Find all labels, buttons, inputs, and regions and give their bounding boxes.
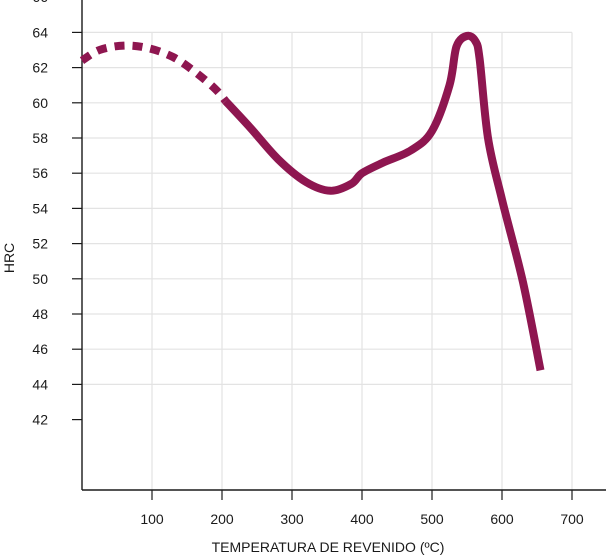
series-layer — [79, 31, 545, 372]
grid — [82, 31, 573, 490]
y-tick-label: 52 — [32, 236, 48, 252]
axes: 42 44 46 48 50 52 54 56 58 60 62 64 66 100 200 300 400 50… — [32, 0, 606, 527]
y-tick-label: 48 — [32, 306, 48, 322]
series-line-dashed — [79, 41, 229, 104]
y-tick-label: 46 — [32, 341, 48, 357]
y-tick-label: 64 — [32, 24, 48, 40]
y-tick-label: 56 — [32, 165, 48, 181]
y-tick-label: 62 — [32, 60, 48, 76]
x-tick-label: 700 — [560, 511, 584, 527]
labels: TEMPERATURA DE REVENIDO (ºC) HRC — [1, 243, 444, 555]
x-tick-label: 300 — [280, 511, 304, 527]
y-axis-title: HRC — [1, 243, 17, 273]
x-tick-label: 600 — [490, 511, 514, 527]
y-tick-label: 58 — [32, 130, 48, 146]
y-tick-label: 66 — [32, 0, 48, 5]
x-tick-label: 500 — [420, 511, 444, 527]
x-tick-label: 400 — [350, 511, 374, 527]
x-tick-label: 100 — [140, 511, 164, 527]
y-tick-label: 42 — [32, 412, 48, 428]
y-tick-label: 54 — [32, 200, 48, 216]
x-tick-label: 200 — [210, 511, 234, 527]
y-tick-label: 50 — [32, 271, 48, 287]
y-tick-label: 60 — [32, 95, 48, 111]
x-axis-title: TEMPERATURA DE REVENIDO (ºC) — [212, 539, 445, 555]
series-line-solid — [222, 31, 545, 372]
y-tick-label: 44 — [32, 376, 48, 392]
